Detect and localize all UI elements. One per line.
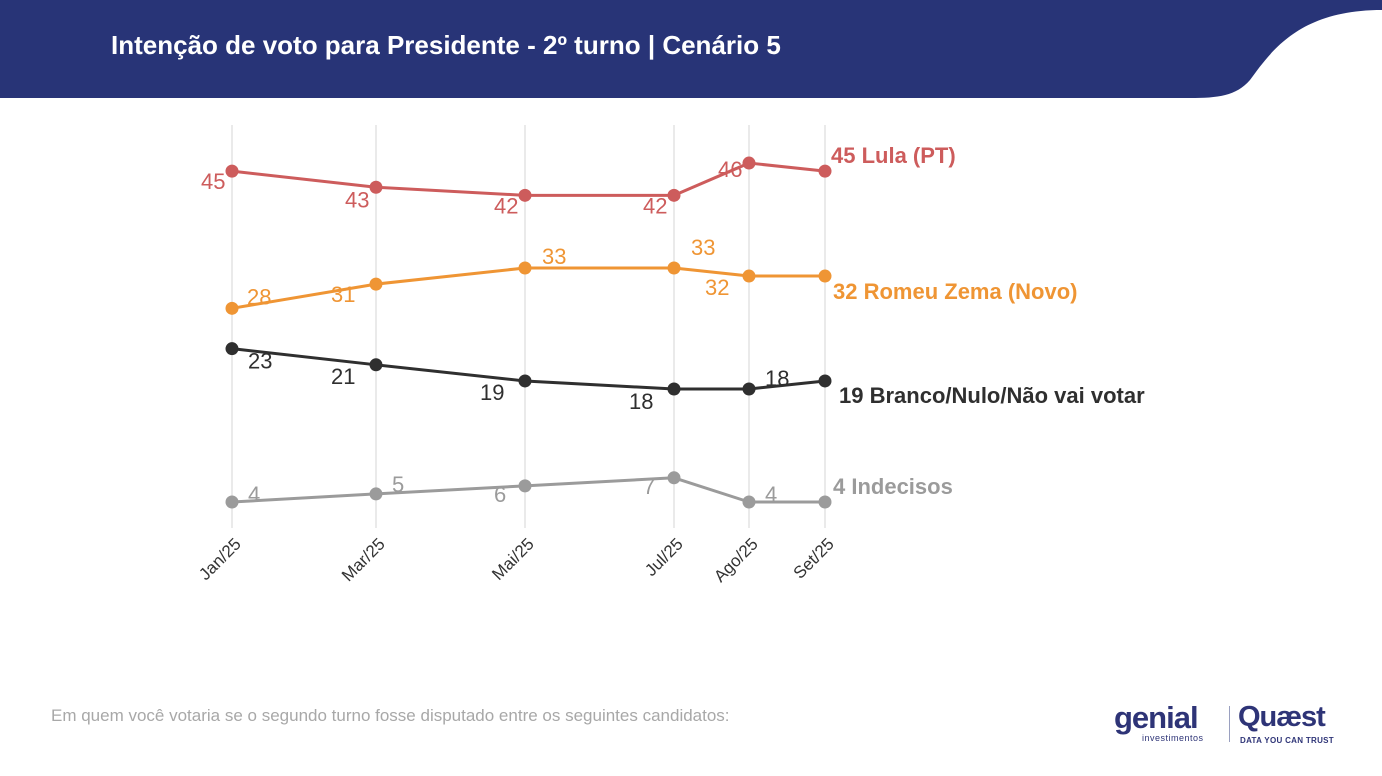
data-label: 42 [643,193,667,218]
data-point [518,374,532,388]
quaest-logo: Quæst [1238,701,1326,733]
data-point [369,277,383,291]
data-label: 43 [345,187,369,212]
data-label: 33 [691,235,715,260]
series-line [231,161,826,197]
data-point [518,188,532,202]
x-tick-label: Set/25 [790,534,838,582]
header-background-shape [0,0,1382,98]
data-point [667,261,681,275]
genial-logo-subtitle: investimentos [1142,733,1204,743]
data-point [225,342,239,356]
data-label: 33 [542,244,566,269]
data-point [369,358,383,372]
data-label: 4 [248,482,260,507]
data-point [369,487,383,501]
x-tick-label: Mai/25 [488,534,538,584]
series-end-label: 45 Lula (PT) [831,143,956,168]
data-point [667,382,681,396]
data-point [225,164,239,178]
data-label: 18 [765,366,789,391]
data-label: 46 [718,157,742,182]
data-point [742,269,756,283]
data-label: 7 [643,474,655,499]
question-footnote: Em quem você votaria se o segundo turno … [51,706,730,725]
data-point [818,495,832,509]
data-point [818,374,832,388]
data-point [518,261,532,275]
data-label: 5 [392,472,404,497]
data-point [742,495,756,509]
page-title: Intenção de voto para Presidente - 2º tu… [111,30,781,60]
genial-logo: genial [1114,700,1199,735]
data-point [518,479,532,493]
data-label: 4 [765,482,777,507]
data-point [742,382,756,396]
data-label: 23 [248,349,272,374]
data-point [369,180,383,194]
data-point [742,156,756,170]
data-label: 45 [201,169,225,194]
data-label: 42 [494,193,518,218]
logo-divider [1229,706,1230,742]
series-end-label: 19 Branco/Nulo/Não vai votar [839,383,1145,408]
x-tick-label: Mar/25 [338,534,389,585]
data-point [667,471,681,485]
quaest-logo-subtitle: DATA YOU CAN TRUST [1240,736,1334,745]
data-label: 19 [480,380,504,405]
data-point [225,495,239,509]
series-line [231,347,826,391]
series-end-label: 32 Romeu Zema (Novo) [833,279,1078,304]
x-tick-label: Jan/25 [195,534,245,584]
data-label: 21 [331,364,355,389]
data-label: 31 [331,282,355,307]
header-banner [0,0,1382,98]
data-label: 18 [629,389,653,414]
x-tick-label: Jul/25 [641,534,687,580]
line-chart: Jan/25 Mar/25 Mai/25 Jul/25 Ago/25 Set/254543… [195,125,1145,586]
data-point [667,188,681,202]
logos: genial investimentos Quæst DATA YOU CAN … [1112,700,1352,750]
series-line [231,476,825,504]
series-line [231,266,825,310]
data-label: 32 [705,275,729,300]
data-point [818,269,832,283]
series-end-label: 4 Indecisos [833,474,953,499]
x-tick-label: Ago/25 [710,534,762,586]
data-label: 6 [494,482,506,507]
data-point [225,301,239,315]
data-label: 28 [247,284,271,309]
data-point [818,164,832,178]
